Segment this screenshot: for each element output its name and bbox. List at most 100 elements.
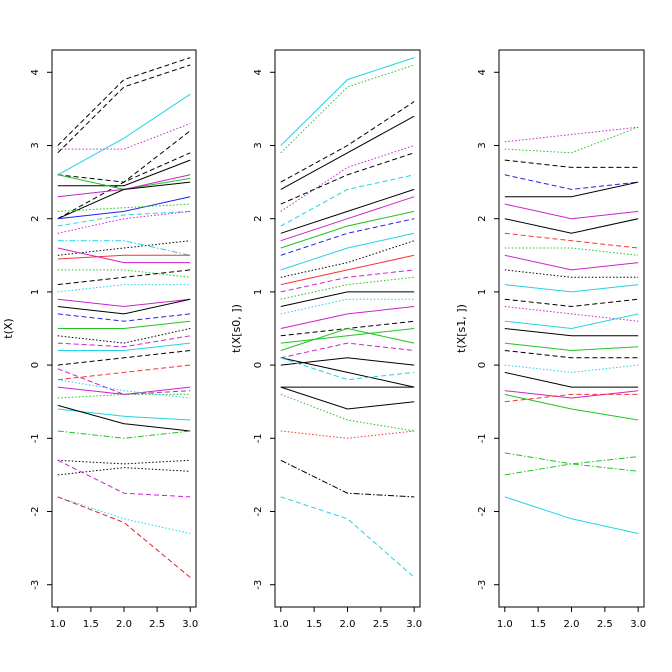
series-line xyxy=(57,404,191,432)
y-tick-label: 0 xyxy=(253,362,264,368)
series-line xyxy=(280,328,415,344)
series-line xyxy=(280,298,415,315)
y-axis-title: t(X[s1, ]) xyxy=(455,304,468,353)
series-line xyxy=(504,126,639,143)
x-tick-label: 2.0 xyxy=(564,619,580,630)
series-line xyxy=(504,364,639,373)
series-line xyxy=(504,390,639,399)
y-tick-label: -2 xyxy=(477,507,488,517)
series-line xyxy=(504,452,639,465)
y-tick-label: 1 xyxy=(253,289,264,295)
y-tick-label: 3 xyxy=(477,142,488,148)
series-line xyxy=(504,269,639,278)
series-line xyxy=(280,291,415,307)
series-line xyxy=(504,371,639,388)
y-tick-label: 4 xyxy=(30,69,41,75)
panel-t-x-s1: 1.0 1.5 2.0 2.5 3.0 -3 -2 -1 0 1 2 3 4 t(X[s1, ]) xyxy=(455,49,646,630)
series-line xyxy=(57,269,191,278)
series-line xyxy=(57,313,191,322)
series-line xyxy=(280,496,415,578)
x-tick-label: 1.5 xyxy=(530,619,546,630)
series-line xyxy=(504,159,639,168)
y-tick-label: 0 xyxy=(477,362,488,368)
series-line xyxy=(280,276,415,300)
series-line xyxy=(280,357,415,388)
series-line xyxy=(504,126,639,154)
series-line xyxy=(504,306,639,322)
y-tick-label: 3 xyxy=(253,142,264,148)
panel-t-x-s0: 1.0 1.5 2.0 2.5 3.0 -3 -2 -1 0 1 2 3 4 t(X[s0, ]) xyxy=(230,49,422,630)
series-line xyxy=(280,306,415,329)
series-line xyxy=(280,188,415,234)
series-line xyxy=(280,152,415,205)
y-tick-label: 2 xyxy=(253,216,264,222)
series-line xyxy=(280,218,415,256)
y-tick-label: -1 xyxy=(253,433,264,443)
y-tick-label: 4 xyxy=(477,69,488,75)
series-line xyxy=(280,430,415,439)
y-tick-label: 2 xyxy=(30,216,41,222)
series-line xyxy=(280,174,415,227)
series-line xyxy=(57,364,191,381)
x-tick-label: 1.0 xyxy=(497,619,513,630)
x-tick-label: 1.5 xyxy=(83,619,99,630)
y-tick-label: 0 xyxy=(30,362,41,368)
x-tick-label: 1.0 xyxy=(50,619,66,630)
x-tick-label: 3.0 xyxy=(406,619,422,630)
x-tick-label: 2.5 xyxy=(597,619,613,630)
series-line xyxy=(504,393,639,421)
y-tick-label: -3 xyxy=(253,580,264,590)
series-line xyxy=(57,350,191,366)
series-line xyxy=(504,393,639,403)
series-line xyxy=(504,463,639,476)
series-line xyxy=(280,357,415,381)
series-line xyxy=(57,379,191,399)
y-tick-label: 3 xyxy=(30,142,41,148)
series-line xyxy=(280,57,415,146)
y-axis-title: t(X[s0, ]) xyxy=(230,304,243,353)
series-line xyxy=(280,196,415,242)
x-tick-label: 2.5 xyxy=(373,619,389,630)
series-line xyxy=(280,386,415,410)
y-tick-label: -2 xyxy=(253,507,264,517)
series-line xyxy=(280,459,415,498)
series-line xyxy=(57,210,191,234)
series-line xyxy=(57,57,191,146)
series-line xyxy=(504,284,639,293)
series-line xyxy=(280,115,415,190)
series-line xyxy=(57,467,191,476)
series-line xyxy=(280,342,415,359)
series-group xyxy=(57,57,191,578)
series-line xyxy=(504,313,639,330)
series-line xyxy=(57,342,191,351)
series-line xyxy=(57,496,191,578)
series-line xyxy=(504,496,639,534)
series-line xyxy=(504,342,639,352)
series-line xyxy=(280,254,415,286)
series-line xyxy=(57,335,191,348)
series-line xyxy=(57,328,191,344)
series-line xyxy=(57,210,191,227)
series-line xyxy=(57,240,191,256)
series-line xyxy=(57,284,191,293)
series-line xyxy=(57,386,191,395)
series-line xyxy=(57,298,191,308)
y-tick-label: 2 xyxy=(477,216,488,222)
panel-t-x: 1.0 1.5 2.0 2.5 3.0 -3 -2 -1 0 1 2 3 4 t(X) xyxy=(2,49,198,630)
y-tick-label: -1 xyxy=(30,433,41,443)
series-line xyxy=(280,393,415,432)
series-line xyxy=(504,328,639,337)
series-line xyxy=(57,181,191,220)
x-tick-label: 2.0 xyxy=(116,619,132,630)
series-line xyxy=(57,196,191,220)
series-line xyxy=(504,174,639,190)
x-tick-label: 2.5 xyxy=(149,619,165,630)
series-line xyxy=(280,269,415,293)
series-line xyxy=(504,181,639,198)
series-line xyxy=(57,269,191,286)
series-line xyxy=(280,210,415,249)
y-tick-label: 1 xyxy=(30,289,41,295)
series-line xyxy=(504,218,639,234)
series-line xyxy=(57,93,191,176)
